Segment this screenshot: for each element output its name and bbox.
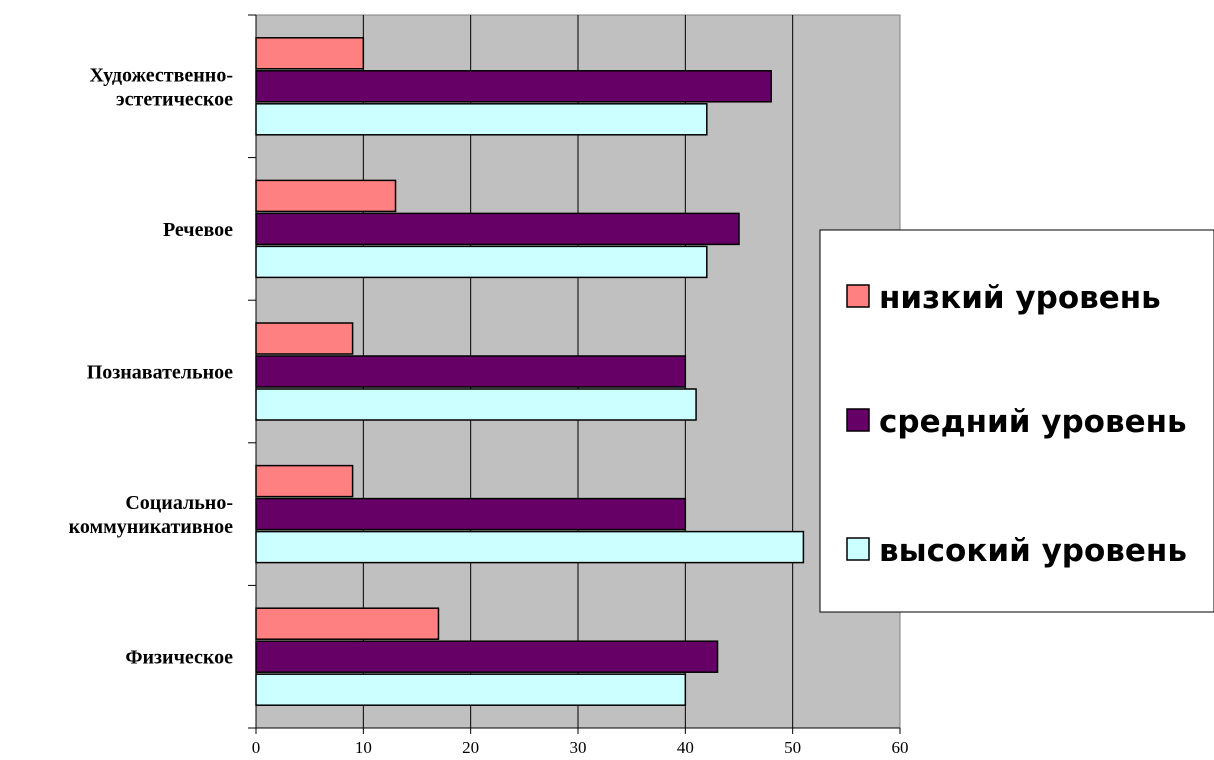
bar-3-3 — [255, 388, 697, 421]
category-label-3: Познавательное — [87, 362, 233, 384]
x-tick-label-10: 10 — [355, 738, 372, 757]
legend-label-2: средний уровень — [879, 404, 1187, 440]
x-tick-label-60: 60 — [892, 738, 909, 757]
bar-3-5 — [255, 103, 708, 136]
legend: низкий уровень средний уровень высокий уро… — [819, 229, 1214, 613]
category-label-4: Речевое — [163, 219, 233, 241]
bar-2-5 — [255, 70, 772, 103]
legend-swatch-3 — [846, 537, 870, 561]
bar-2-1 — [255, 640, 719, 673]
category-label-2: Социально-коммуникативное — [69, 492, 234, 538]
x-tick-label-40: 40 — [677, 738, 694, 757]
bar-1-2 — [255, 464, 354, 498]
x-tick-label-30: 30 — [570, 738, 587, 757]
category-label-line: эстетическое — [116, 88, 233, 110]
category-label-line: Социально- — [125, 492, 233, 514]
category-label-1: Физическое — [125, 647, 233, 669]
legend-swatch-2 — [846, 408, 870, 432]
x-tick-label-20: 20 — [462, 738, 479, 757]
bar-1-4 — [255, 179, 397, 213]
bar-1-5 — [255, 37, 365, 70]
legend-label-3: высокий уровень — [879, 533, 1187, 569]
legend-label-1: низкий уровень — [879, 280, 1161, 316]
bar-1-1 — [255, 607, 440, 640]
legend-swatch-1 — [846, 284, 870, 308]
category-label-line: Речевое — [163, 219, 233, 241]
category-label-line: Физическое — [125, 647, 233, 669]
bar-3-4 — [255, 245, 708, 279]
category-label-5: Художественно-эстетическое — [90, 64, 234, 110]
category-label-line: Познавательное — [87, 362, 233, 384]
x-tick-label-0: 0 — [252, 738, 261, 757]
bar-1-3 — [255, 322, 354, 355]
bar-2-4 — [255, 212, 740, 246]
category-label-line: Художественно- — [90, 64, 234, 86]
bar-2-2 — [255, 497, 687, 531]
x-tick-label-50: 50 — [784, 738, 801, 757]
legend-box — [819, 229, 1214, 613]
category-label-line: коммуникативное — [69, 516, 234, 538]
bar-3-1 — [255, 673, 687, 706]
bar-3-2 — [255, 530, 805, 564]
bar-2-3 — [255, 355, 687, 388]
